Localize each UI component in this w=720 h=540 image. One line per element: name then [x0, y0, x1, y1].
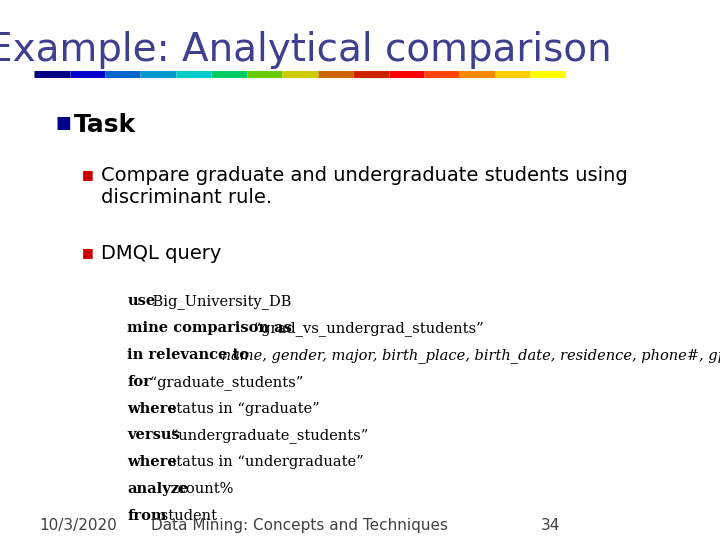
Text: Data Mining: Concepts and Techniques: Data Mining: Concepts and Techniques [151, 518, 449, 533]
Text: status in “undergraduate”: status in “undergraduate” [164, 455, 364, 469]
Text: 10/3/2020: 10/3/2020 [40, 518, 117, 533]
Text: “grad_vs_undergrad_students”: “grad_vs_undergrad_students” [249, 321, 484, 336]
Text: analyze: analyze [127, 482, 189, 496]
Text: student: student [156, 509, 217, 523]
Text: Compare graduate and undergraduate students using
discriminant rule.: Compare graduate and undergraduate stude… [101, 166, 627, 207]
Text: where: where [127, 402, 177, 416]
Text: mine comparison as: mine comparison as [127, 321, 292, 335]
Text: Big_University_DB: Big_University_DB [148, 294, 292, 309]
Text: in relevance to: in relevance to [127, 348, 249, 362]
Text: DMQL query: DMQL query [101, 244, 221, 263]
Text: name, gender, major, birth_place, birth_date, residence, phone#, gpa: name, gender, major, birth_place, birth_… [217, 348, 720, 363]
Text: from: from [127, 509, 166, 523]
Text: ■: ■ [82, 246, 94, 259]
Text: where: where [127, 455, 177, 469]
Text: “undergraduate_students”: “undergraduate_students” [166, 428, 369, 443]
Text: for: for [127, 375, 151, 389]
Text: count%: count% [173, 482, 233, 496]
Text: use: use [127, 294, 156, 308]
Text: status in “graduate”: status in “graduate” [164, 402, 320, 416]
Text: Task: Task [74, 113, 136, 137]
Text: 34: 34 [541, 518, 560, 533]
Text: ■: ■ [82, 168, 94, 181]
Text: Example: Analytical comparison: Example: Analytical comparison [0, 31, 612, 69]
Text: versus: versus [127, 428, 180, 442]
Text: “graduate_students”: “graduate_students” [145, 375, 303, 390]
Text: ■: ■ [55, 114, 71, 132]
